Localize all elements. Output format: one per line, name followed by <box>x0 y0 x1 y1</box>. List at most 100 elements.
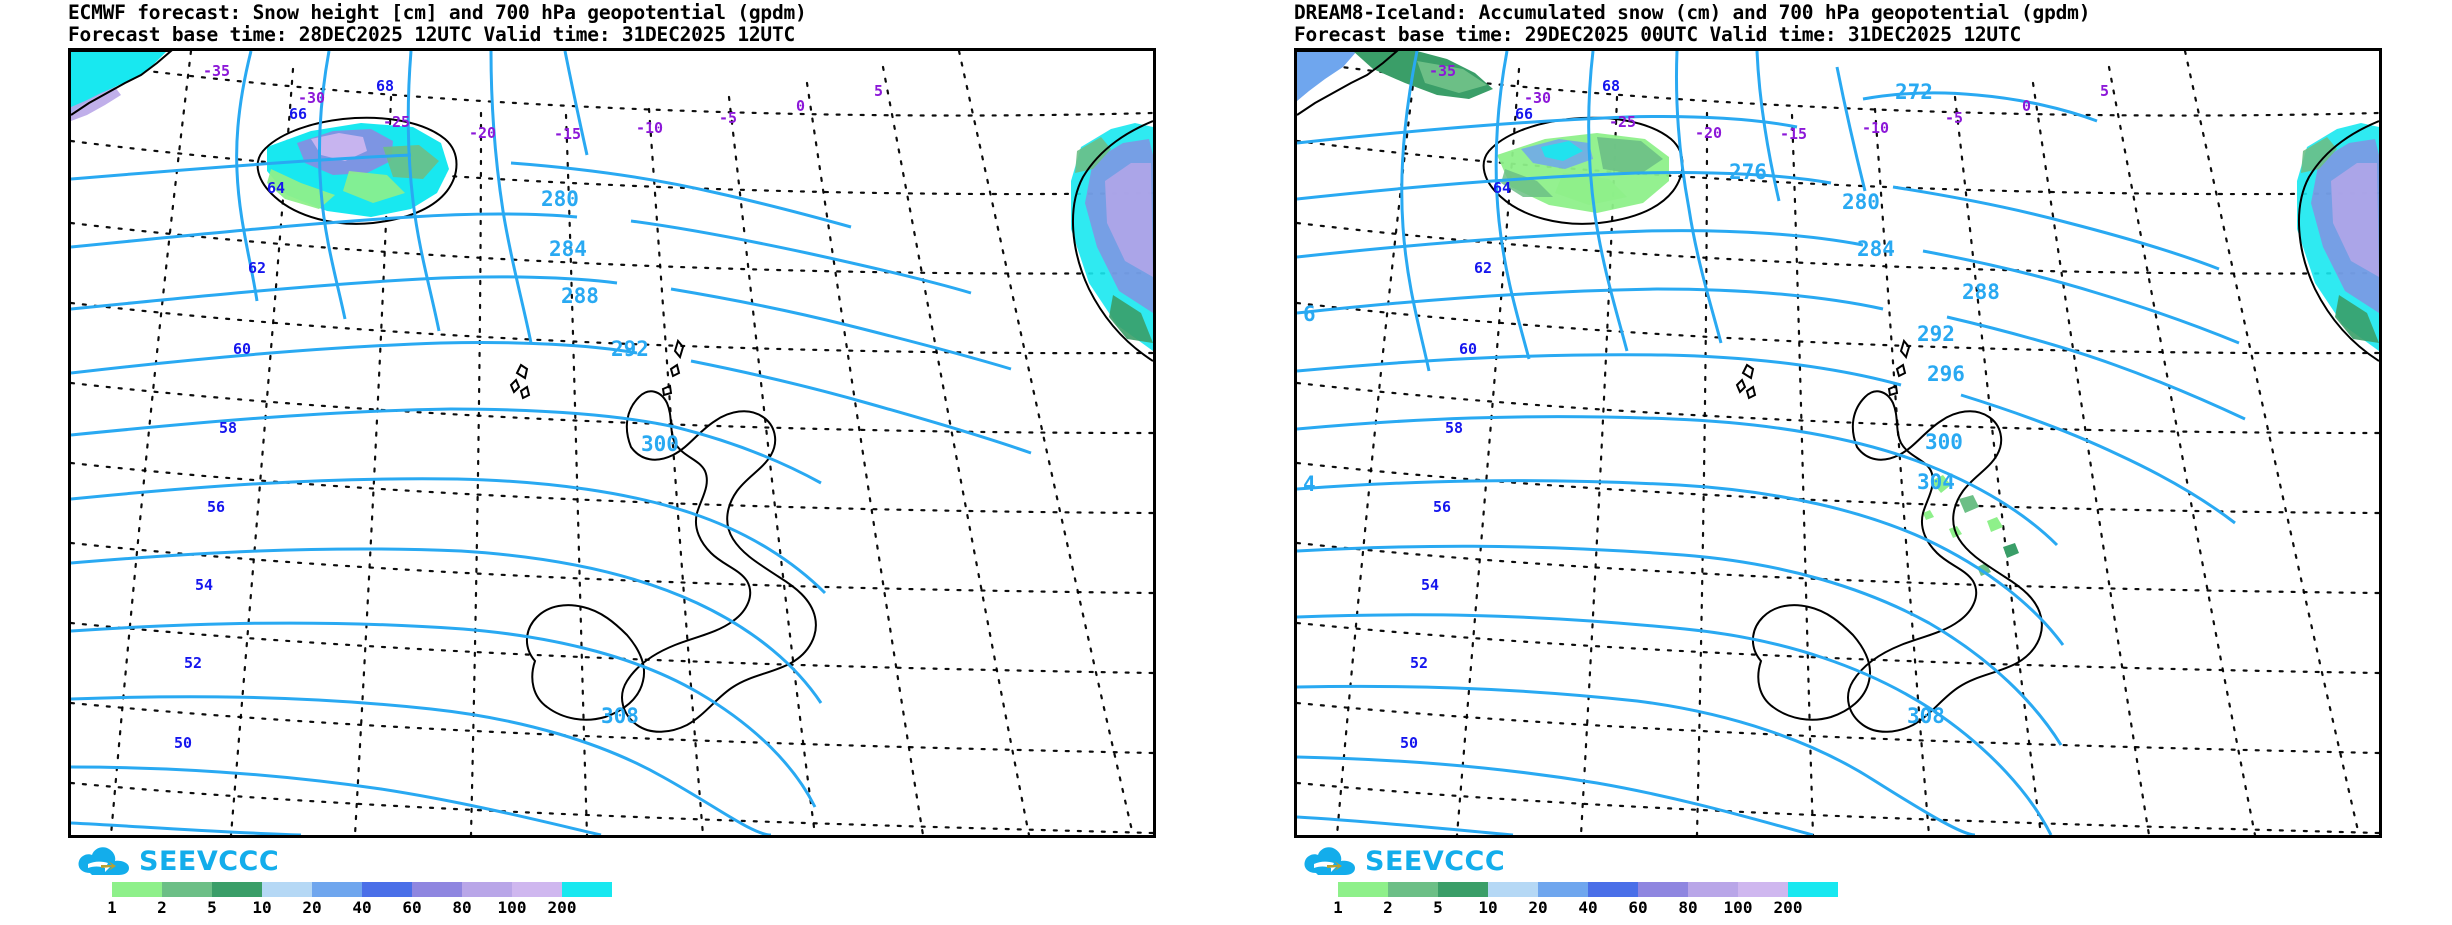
geopotential-contours-left <box>71 51 1032 835</box>
lat-lab-64: 64 <box>267 179 285 197</box>
snow-shading-norway-left <box>1071 123 1153 351</box>
colorbar-gradient-right <box>1338 882 1838 897</box>
lat-lab-66: 66 <box>1515 105 1533 123</box>
panel-title-line2-right: Forecast base time: 29DEC2025 00UTC Vali… <box>1294 23 2022 46</box>
graticule-longitudes-left <box>109 51 1135 835</box>
colorbar-swatch-20 <box>312 882 362 897</box>
colorbar-tick-40: 40 <box>1578 898 1598 917</box>
colorbar-tick-200: 200 <box>1773 898 1803 917</box>
cloud-icon <box>1302 845 1358 879</box>
lon-lab--35: -35 <box>203 62 230 80</box>
lon-lab--15: -15 <box>1780 125 1807 143</box>
colorbar-swatch-200 <box>562 882 612 897</box>
map-frame-left[interactable]: 280 284 288 292 300 308 68 66 64 62 60 58 56 54 52 50 … <box>68 48 1156 838</box>
colorbar-labels-left: 1 2 5 10 20 40 60 80 100 200 <box>107 898 612 920</box>
lon-lab--10: -10 <box>1862 119 1889 137</box>
colorbar-swatch-2 <box>162 882 212 897</box>
lat-lab-60: 60 <box>1459 340 1477 358</box>
geo-lab-280: 280 <box>541 187 579 211</box>
colorbar-tick-2: 2 <box>1383 898 1393 917</box>
lat-lab-58: 58 <box>219 419 237 437</box>
colorbar-swatch-10 <box>262 882 312 897</box>
colorbar-swatch-5 <box>1438 882 1488 897</box>
geo-lab-288: 288 <box>1962 280 2000 304</box>
colorbar-swatch-2 <box>1388 882 1438 897</box>
colorbar-tick-60: 60 <box>402 898 422 917</box>
geo-lab-280: 280 <box>1842 190 1880 214</box>
snow-shading-greenland-right <box>1297 51 1493 101</box>
geo-lab-300: 300 <box>641 432 679 456</box>
geo-lab-288: 288 <box>561 284 599 308</box>
colorbar-labels-right: 1 2 5 10 20 40 60 80 100 200 <box>1333 898 1838 920</box>
lat-lab-66: 66 <box>289 105 307 123</box>
lat-lab-52: 52 <box>1410 654 1428 672</box>
lat-lab-50: 50 <box>174 734 192 752</box>
coastline-greenland-left <box>71 51 173 116</box>
coastline-norway-right <box>2298 120 2379 362</box>
lat-lab-56: 56 <box>1433 498 1451 516</box>
geo-lab-308: 308 <box>1907 704 1945 728</box>
colorbar-tick-100: 100 <box>497 898 527 917</box>
geo-lab-272: 272 <box>1895 80 1933 104</box>
geo-lab-304: 304 <box>1917 470 1955 494</box>
lon-lab--25: -25 <box>1609 113 1636 131</box>
coastline-greenland-right <box>1297 51 1399 116</box>
colorbar-swatch-200 <box>1788 882 1838 897</box>
colorbar-swatch-100 <box>1738 882 1788 897</box>
coastline-norway-left <box>1072 120 1153 362</box>
lat-lab-54: 54 <box>195 576 213 594</box>
colorbar-tick-10: 10 <box>1478 898 1498 917</box>
lon-lab--20: -20 <box>469 124 496 142</box>
map-canvas-right: 272 276 280 284 288 292 296 300 304 308 6 4 68 66 64 6… <box>1297 51 2379 835</box>
colorbar-swatch-1 <box>112 882 162 897</box>
coastline-great-britain-left <box>621 390 817 733</box>
colorbar-tick-5: 5 <box>207 898 217 917</box>
seevccc-logo-left: SEEVCCC <box>76 845 279 879</box>
lon-lab--5: -5 <box>719 109 737 127</box>
colorbar-tick-60: 60 <box>1628 898 1648 917</box>
seevccc-logo-text: SEEVCCC <box>139 846 280 877</box>
colorbar-swatch-1 <box>1338 882 1388 897</box>
panel-titles-right: DREAM8-Iceland: Accumulated snow (cm) an… <box>1294 2 2444 46</box>
lat-lab-62: 62 <box>248 259 266 277</box>
map-frame-right[interactable]: 272 276 280 284 288 292 296 300 304 308 6 4 68 66 64 6… <box>1294 48 2382 838</box>
colorbar-right: 1 2 5 10 20 40 60 80 100 200 <box>1333 882 1838 920</box>
colorbar-swatch-40 <box>1588 882 1638 897</box>
geo-lab-296: 296 <box>1927 362 1965 386</box>
lon-lab--35: -35 <box>1429 62 1456 80</box>
colorbar-swatch-40 <box>362 882 412 897</box>
coastline-ireland-right <box>1752 604 1871 721</box>
geo-lab-308: 308 <box>601 704 639 728</box>
map-canvas-left: 280 284 288 292 300 308 68 66 64 62 60 58 56 54 52 50 … <box>71 51 1153 835</box>
coastline-faroe-right <box>1735 363 1757 400</box>
coastline-shetland-left <box>661 338 685 397</box>
geo-lab-6: 6 <box>1303 302 1316 326</box>
geo-lab-292: 292 <box>611 337 649 361</box>
lon-lab--30: -30 <box>298 89 325 107</box>
snow-shading-iceland-left <box>267 123 449 217</box>
geo-lab-284: 284 <box>1857 237 1895 261</box>
geo-lab-292: 292 <box>1917 322 1955 346</box>
lat-lab-50: 50 <box>1400 734 1418 752</box>
colorbar-gradient-left <box>112 882 612 897</box>
colorbar-tick-20: 20 <box>1528 898 1548 917</box>
snow-shading-greenland-left <box>71 51 167 121</box>
seevccc-logo-text: SEEVCCC <box>1365 846 1506 877</box>
coastline-shetland-right <box>1887 338 1911 397</box>
lat-lab-52: 52 <box>184 654 202 672</box>
colorbar-tick-1: 1 <box>1333 898 1343 917</box>
lat-lab-54: 54 <box>1421 576 1439 594</box>
lon-lab-0: 0 <box>796 97 805 115</box>
graticule-latitudes-left <box>71 59 1153 835</box>
colorbar-swatch-100 <box>512 882 562 897</box>
colorbar-tick-2: 2 <box>157 898 167 917</box>
geo-lab-4: 4 <box>1303 472 1316 496</box>
panel-title-line1-left: ECMWF forecast: Snow height [cm] and 700… <box>68 1 807 24</box>
colorbar-swatch-10 <box>1488 882 1538 897</box>
snow-shading-norway-right <box>2297 123 2379 351</box>
cloud-icon <box>76 845 132 879</box>
snow-shading-iceland-right <box>1497 133 1669 213</box>
colorbar-tick-100: 100 <box>1723 898 1753 917</box>
